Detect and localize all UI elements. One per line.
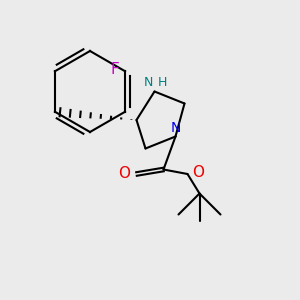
Text: H: H [158,76,167,89]
Text: N: N [170,121,181,135]
Text: N: N [144,76,153,89]
Text: O: O [118,167,130,182]
Text: O: O [192,165,204,180]
Text: F: F [111,62,120,77]
